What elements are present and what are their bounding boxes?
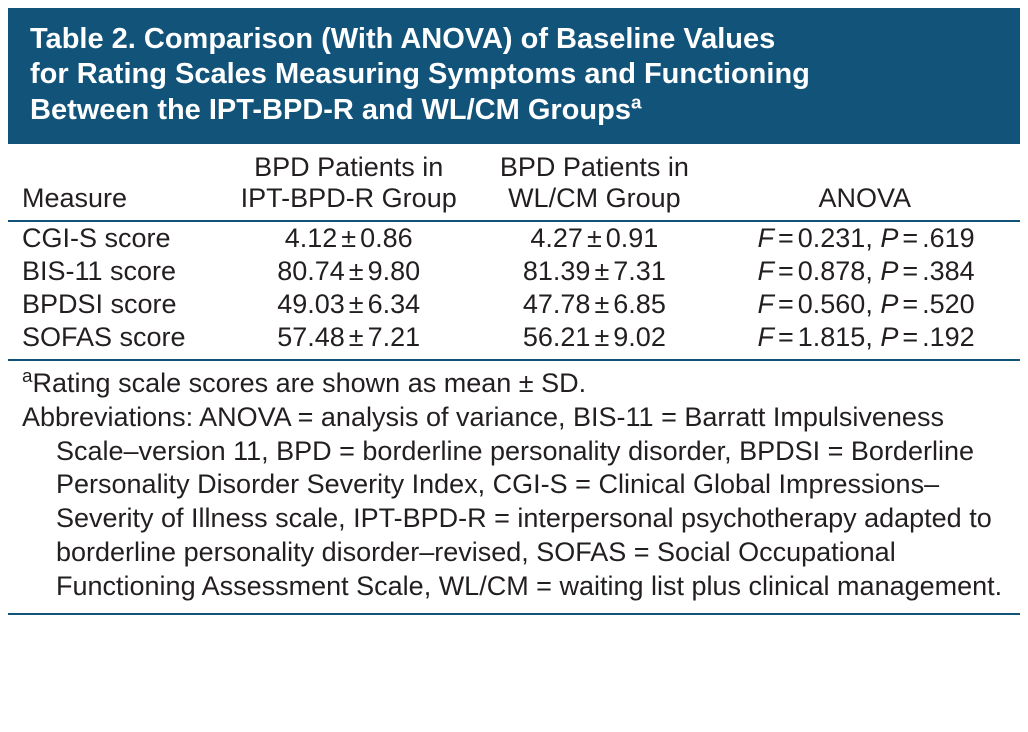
col-header-group2-line1: BPD Patients in bbox=[500, 152, 689, 182]
title-line-1: Table 2. Comparison (With ANOVA) of Base… bbox=[30, 23, 775, 55]
cell-anova: F=1.815, P=.192 bbox=[709, 321, 1020, 360]
footnote-a-superscript: a bbox=[22, 366, 33, 387]
cell-anova: F=0.560, P=.520 bbox=[709, 288, 1020, 321]
abbreviations-label: Abbreviations: bbox=[22, 402, 199, 432]
footnote-a-text: Rating scale scores are shown as mean ± … bbox=[33, 368, 587, 398]
data-table: Measure BPD Patients in IPT-BPD-R Group … bbox=[8, 144, 1020, 361]
col-header-measure: Measure bbox=[8, 144, 218, 221]
cell-group2: 47.78±6.85 bbox=[479, 288, 709, 321]
cell-measure: BPDSI score bbox=[8, 288, 218, 321]
cell-measure: CGI-S score bbox=[8, 221, 218, 255]
cell-group2: 81.39±7.31 bbox=[479, 255, 709, 288]
cell-group2: 56.21±9.02 bbox=[479, 321, 709, 360]
col-header-group1: BPD Patients in IPT-BPD-R Group bbox=[218, 144, 479, 221]
footnote-a: aRating scale scores are shown as mean ±… bbox=[22, 367, 1006, 401]
cell-group1: 80.74±9.80 bbox=[218, 255, 479, 288]
title-line-3: Between the IPT-BPD-R and WL/CM Groups bbox=[30, 94, 631, 126]
cell-group1: 57.48±7.21 bbox=[218, 321, 479, 360]
table-figure: Table 2. Comparison (With ANOVA) of Base… bbox=[0, 0, 1028, 732]
table-row: SOFAS score57.48±7.2156.21±9.02F=1.815, … bbox=[8, 321, 1020, 360]
col-header-group1-line1: BPD Patients in bbox=[254, 152, 443, 182]
table-header: Measure BPD Patients in IPT-BPD-R Group … bbox=[8, 144, 1020, 221]
cell-group1: 49.03±6.34 bbox=[218, 288, 479, 321]
cell-measure: SOFAS score bbox=[8, 321, 218, 360]
table-title: Table 2. Comparison (With ANOVA) of Base… bbox=[8, 8, 1020, 144]
footnote-abbreviations: Abbreviations: ANOVA = analysis of varia… bbox=[22, 401, 1006, 604]
table-body: CGI-S score4.12±0.864.27±0.91F=0.231, P=… bbox=[8, 221, 1020, 360]
col-header-anova: ANOVA bbox=[709, 144, 1020, 221]
cell-group2: 4.27±0.91 bbox=[479, 221, 709, 255]
cell-measure: BIS-11 score bbox=[8, 255, 218, 288]
table-row: BPDSI score49.03±6.3447.78±6.85F=0.560, … bbox=[8, 288, 1020, 321]
col-header-group2: BPD Patients in WL/CM Group bbox=[479, 144, 709, 221]
title-superscript: a bbox=[631, 91, 641, 112]
cell-group1: 4.12±0.86 bbox=[218, 221, 479, 255]
table-footnotes: aRating scale scores are shown as mean ±… bbox=[8, 361, 1020, 615]
cell-anova: F=0.878, P=.384 bbox=[709, 255, 1020, 288]
cell-anova: F=0.231, P=.619 bbox=[709, 221, 1020, 255]
title-line-2: for Rating Scales Measuring Symptoms and… bbox=[30, 58, 810, 90]
table-row: CGI-S score4.12±0.864.27±0.91F=0.231, P=… bbox=[8, 221, 1020, 255]
col-header-group1-line2: IPT-BPD-R Group bbox=[241, 183, 457, 213]
table-row: BIS-11 score80.74±9.8081.39±7.31F=0.878,… bbox=[8, 255, 1020, 288]
col-header-group2-line2: WL/CM Group bbox=[508, 183, 681, 213]
